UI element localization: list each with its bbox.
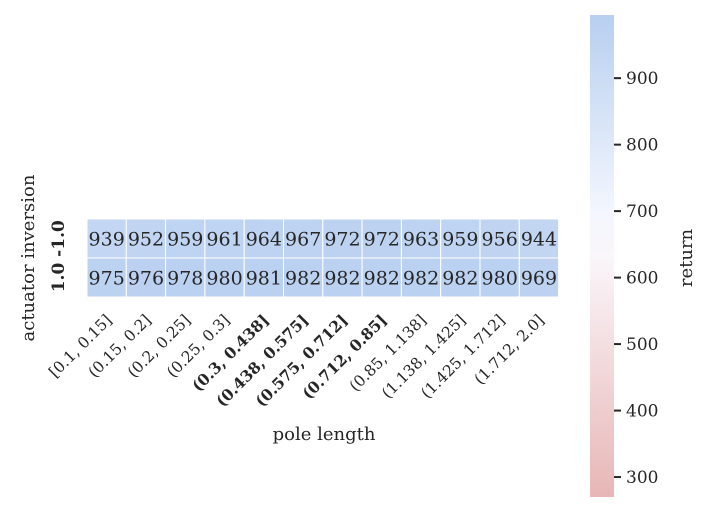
cell-value-label: 967 — [285, 229, 321, 251]
y-axis-title: actuator inversion — [18, 174, 39, 341]
cell-value-label: 972 — [364, 229, 400, 251]
colorbar-tick-label: 900 — [626, 69, 658, 89]
cell-value-label: 959 — [167, 229, 203, 251]
colorbar-tick-label: 700 — [626, 202, 658, 222]
cell-value-label: 939 — [89, 229, 125, 251]
heatmap-cell — [440, 218, 481, 259]
heatmap-cell — [204, 257, 245, 298]
colorbar-tick-label: 400 — [626, 402, 658, 422]
cell-value-label: 959 — [442, 229, 478, 251]
cell-value-label: 980 — [206, 268, 242, 290]
cell-value-label: 976 — [128, 268, 164, 290]
heatmap-cell — [283, 218, 324, 259]
cell-value-label: 969 — [521, 268, 557, 290]
heatmap-cell — [125, 218, 167, 259]
heatmap-cell — [86, 257, 127, 298]
cell-value-label: 978 — [167, 268, 203, 290]
cell-value-label: 980 — [482, 268, 518, 290]
heatmap-cell — [440, 257, 481, 298]
cell-value-label: 952 — [128, 229, 164, 251]
x-tick-labels: [0.1, 0.15](0.15, 0.2](0.2, 0.25](0.25, … — [45, 310, 547, 410]
y-tick-label: -1.0 — [49, 220, 69, 257]
cell-value-label: 961 — [206, 229, 242, 251]
cell-value-label: 982 — [403, 268, 439, 290]
heatmap-cell — [243, 257, 284, 298]
y-tick-label: 1.0 — [49, 263, 69, 293]
cell-value-label: 982 — [364, 268, 400, 290]
heatmap-cell — [86, 218, 127, 259]
colorbar-tick-label: 800 — [626, 136, 658, 156]
colorbar-tick-label: 600 — [626, 269, 658, 289]
y-tick-labels: -1.0 1.0 — [49, 220, 69, 292]
cell-value-label: 944 — [521, 229, 557, 251]
heatmap-cell — [518, 257, 560, 298]
cell-value-label: 964 — [246, 229, 282, 251]
cell-value-label: 982 — [442, 268, 478, 290]
heatmap-cell — [400, 257, 442, 298]
heatmap-cell — [361, 218, 402, 259]
heatmap-cell — [125, 257, 167, 298]
cell-value-label: 981 — [246, 268, 282, 290]
colorbar-ticks: 300 400 500 600 700 800 900 — [614, 69, 658, 488]
cell-value-label: 982 — [285, 268, 321, 290]
heatmap-cell — [322, 257, 363, 298]
cell-value-label: 975 — [89, 268, 125, 290]
cell-value-label: 972 — [324, 229, 360, 251]
heatmap-cell — [479, 257, 520, 298]
cell-value-label: 982 — [324, 268, 360, 290]
colorbar-gradient — [590, 15, 614, 497]
cell-value-label: 963 — [403, 229, 439, 251]
heatmap-cell — [518, 218, 560, 259]
colorbar: 300 400 500 600 700 800 900 return — [590, 15, 697, 497]
colorbar-title: return — [676, 228, 697, 287]
heatmap-cell — [361, 257, 402, 298]
heatmap-cell — [283, 257, 324, 298]
x-axis-title: pole length — [273, 424, 376, 445]
cell-value-label: 956 — [482, 229, 518, 251]
colorbar-tick-label: 500 — [626, 335, 658, 355]
colorbar-tick-label: 300 — [626, 468, 658, 488]
